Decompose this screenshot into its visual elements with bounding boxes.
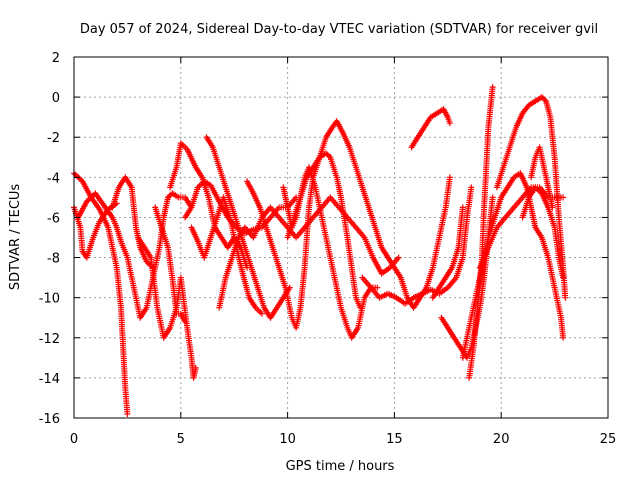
data-markers — [280, 164, 381, 341]
series-s19 — [466, 84, 496, 381]
y-tick-label: -2 — [47, 131, 60, 146]
y-tick-label: 0 — [52, 91, 60, 106]
series-s5 — [135, 234, 199, 381]
y-tick-label: -14 — [39, 372, 60, 387]
data-markers — [109, 174, 156, 271]
y-tick-label: -10 — [39, 292, 60, 307]
series-s17 — [429, 204, 466, 301]
data-markers — [408, 106, 453, 151]
series-layer — [71, 84, 569, 417]
data-markers — [519, 184, 567, 281]
y-tick-label: -16 — [39, 412, 60, 427]
y-tick-label: -4 — [47, 171, 60, 186]
data-markers — [466, 84, 496, 381]
data-markers — [284, 118, 453, 311]
data-markers — [71, 170, 131, 417]
data-markers — [459, 170, 567, 361]
series-s1 — [71, 170, 131, 417]
series-s24 — [528, 144, 556, 211]
data-markers — [152, 204, 189, 325]
x-tick-label: 10 — [279, 432, 296, 447]
series-s13 — [280, 164, 381, 341]
grid — [74, 57, 608, 418]
x-axis-label: GPS time / hours — [286, 459, 395, 474]
y-tick-label: -8 — [47, 252, 60, 267]
y-tick-label: -6 — [47, 211, 60, 226]
series-s16 — [408, 106, 453, 151]
x-tick-label: 25 — [600, 432, 617, 447]
plot-frame — [73, 56, 609, 419]
data-markers — [429, 204, 466, 301]
chart-title: Day 057 of 2024, Sidereal Day-to-day VTE… — [80, 22, 598, 37]
series-s6 — [152, 204, 189, 325]
series-s4 — [109, 174, 156, 271]
x-tick-label: 0 — [70, 432, 78, 447]
y-axis-label: SDTVAR / TECUs — [8, 184, 23, 291]
data-markers — [135, 234, 199, 381]
series-s14 — [284, 118, 453, 311]
y-tick-label: -12 — [39, 332, 60, 347]
series-s20 — [459, 170, 567, 361]
data-markers — [528, 144, 556, 211]
x-tick-label: 5 — [177, 432, 185, 447]
y-tick-label: 2 — [52, 51, 60, 66]
x-tick-label: 20 — [493, 432, 510, 447]
series-s23 — [519, 184, 567, 281]
x-tick-label: 15 — [386, 432, 403, 447]
